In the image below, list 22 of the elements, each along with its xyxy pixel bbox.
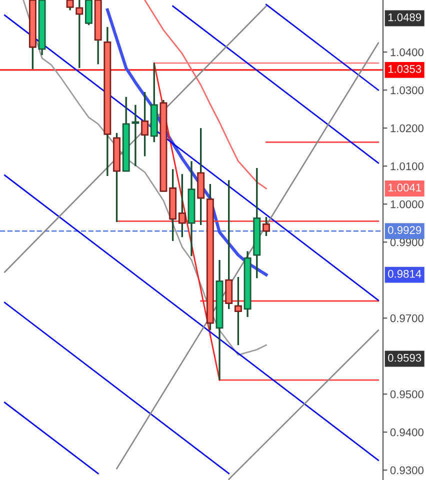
y-tick-label: 1.0000 bbox=[390, 200, 424, 208]
candlestick bbox=[225, 179, 233, 310]
text: 1.0041 bbox=[388, 184, 422, 192]
candlestick bbox=[178, 173, 186, 238]
line-series bbox=[144, 0, 267, 190]
ref-line-label: 0.9929 bbox=[388, 226, 422, 234]
candlestick bbox=[234, 276, 242, 346]
y-tick-label: 0.9300 bbox=[390, 466, 424, 474]
candlestick bbox=[262, 216, 270, 237]
y-tick-label: 0.9700 bbox=[390, 314, 424, 322]
candlestick bbox=[141, 91, 149, 158]
y-tick-label: 1.0300 bbox=[390, 86, 424, 94]
y-tick-label: 0.9400 bbox=[390, 428, 424, 436]
text: 0.9593 bbox=[388, 354, 422, 362]
ref-line-label: 1.0353 bbox=[388, 65, 422, 73]
y-tick-label: 1.0200 bbox=[390, 124, 424, 132]
y-tick-label: 1.0100 bbox=[390, 162, 424, 170]
text: 1.0489 bbox=[388, 13, 422, 22]
candlestick bbox=[85, 0, 92, 26]
text: 0.9814 bbox=[388, 270, 422, 278]
y-tick-label: 0.9500 bbox=[390, 390, 424, 398]
y-tick-label: 1.0400 bbox=[390, 48, 424, 56]
